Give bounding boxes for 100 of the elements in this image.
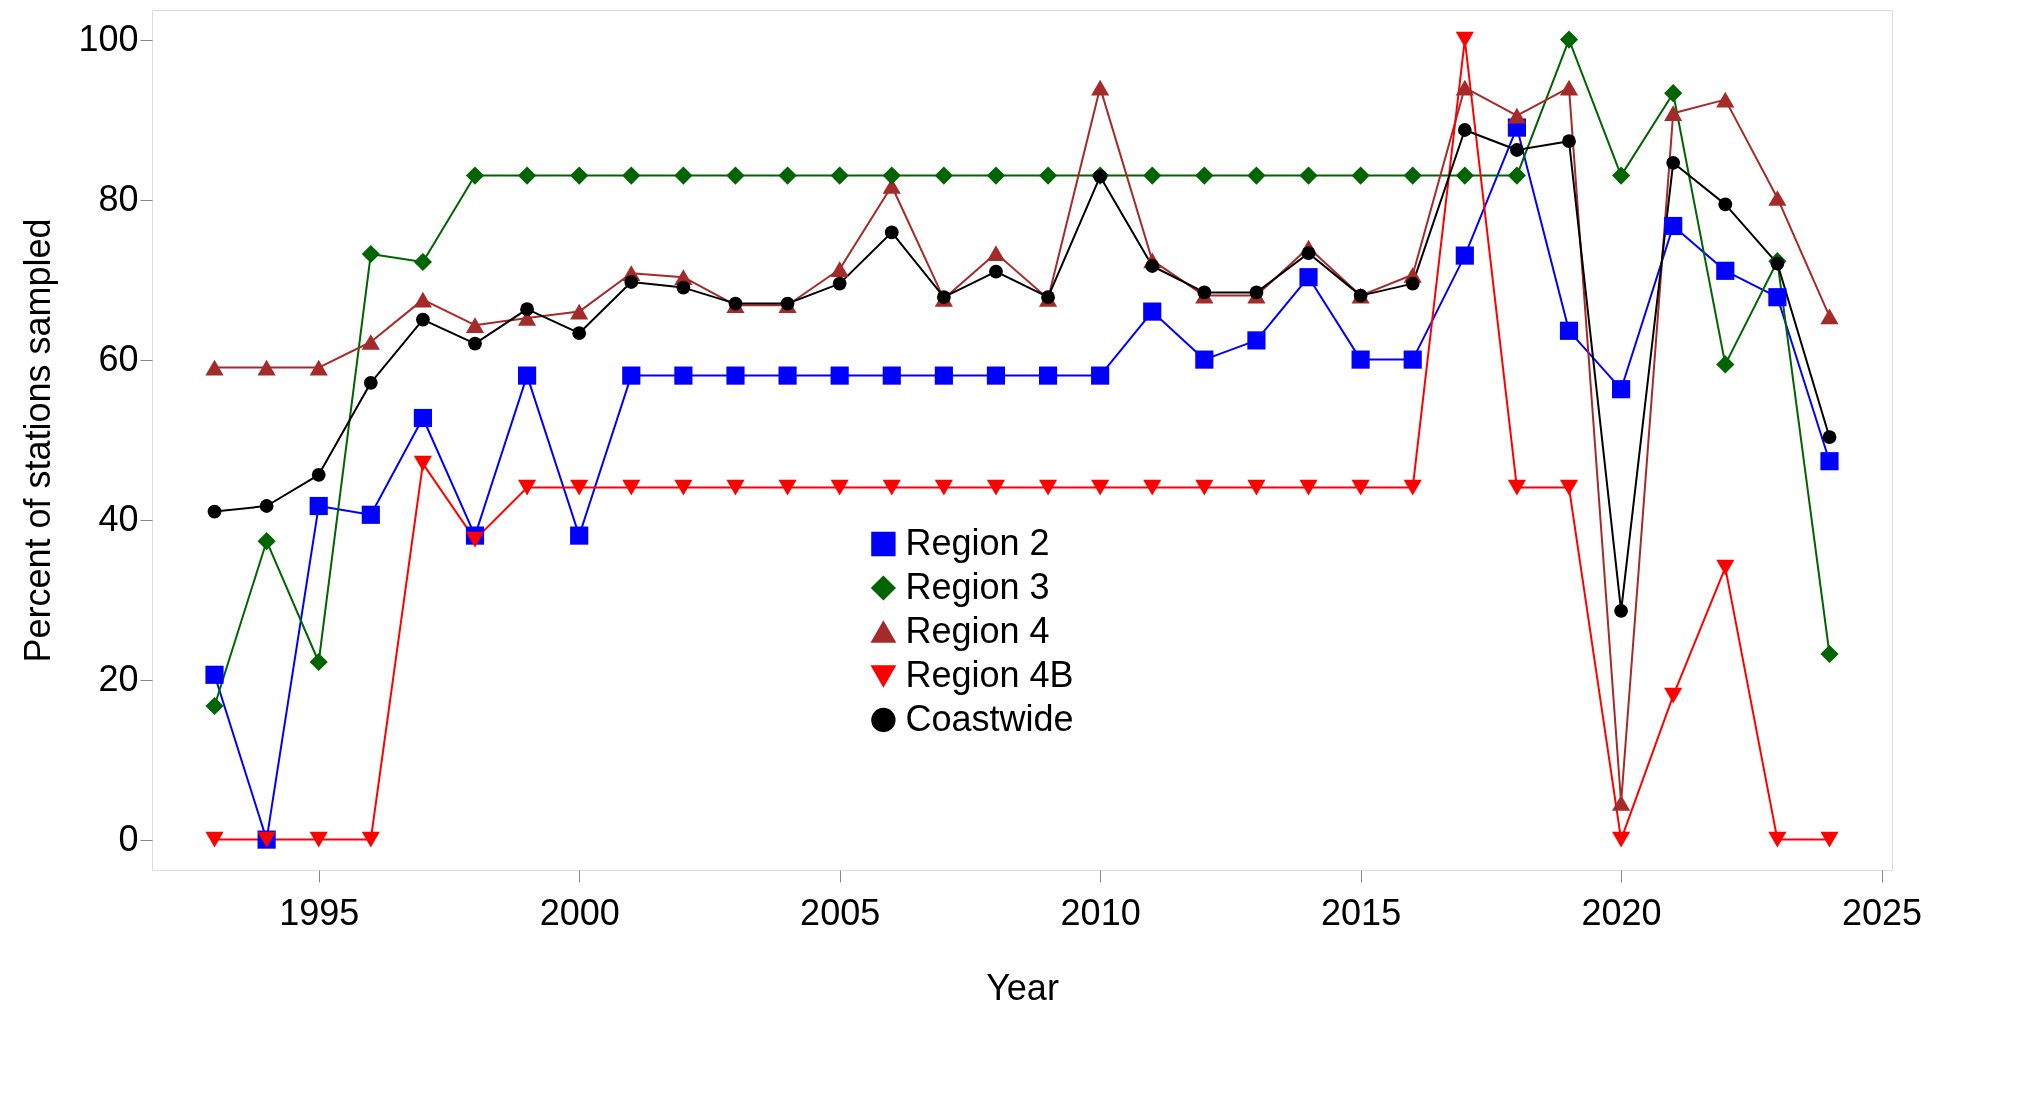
point	[1768, 831, 1787, 848]
point	[1247, 166, 1266, 185]
point	[986, 166, 1006, 185]
y-tick-label: 80	[98, 178, 139, 220]
point	[518, 479, 537, 496]
x-tick-label: 2005	[800, 891, 881, 933]
point	[1403, 479, 1422, 496]
point	[674, 166, 693, 185]
point	[518, 166, 537, 185]
point	[309, 359, 328, 376]
point	[832, 276, 847, 291]
y-tick-label: 20	[98, 658, 139, 700]
point	[1143, 479, 1162, 496]
point	[1091, 479, 1110, 496]
point	[934, 366, 953, 385]
point	[1091, 79, 1110, 96]
point	[830, 166, 849, 185]
point	[1403, 350, 1422, 369]
legend-label: Region 4B	[905, 654, 1074, 695]
point	[726, 166, 745, 185]
point	[465, 166, 485, 185]
y-tick-label: 40	[98, 498, 139, 540]
point	[1559, 30, 1579, 49]
point	[882, 166, 901, 185]
point	[1716, 355, 1735, 374]
point	[570, 479, 589, 496]
point	[465, 317, 485, 334]
point	[622, 366, 641, 385]
point	[1716, 91, 1735, 108]
point	[1301, 246, 1316, 261]
point	[1507, 107, 1526, 124]
legend-label: Region 4	[905, 610, 1050, 651]
point	[413, 252, 432, 272]
point	[413, 455, 432, 472]
legend-label: Coastwide	[905, 698, 1074, 739]
point	[1664, 216, 1683, 236]
x-tick-label: 2015	[1321, 891, 1402, 933]
point	[1195, 479, 1214, 496]
point	[830, 479, 849, 496]
point	[465, 531, 485, 548]
point	[986, 479, 1006, 496]
point	[309, 652, 328, 672]
point	[989, 264, 1003, 279]
point	[361, 334, 380, 350]
point	[622, 479, 641, 496]
point	[1820, 831, 1839, 848]
point	[1820, 452, 1839, 471]
point	[1664, 105, 1683, 122]
point	[676, 280, 691, 295]
point	[413, 291, 432, 308]
point	[726, 366, 745, 385]
point	[413, 408, 432, 428]
point	[1559, 79, 1579, 96]
point	[520, 302, 534, 317]
x-tick-label: 2025	[1842, 891, 1923, 933]
point	[1664, 687, 1683, 704]
point	[1091, 366, 1110, 385]
point	[570, 166, 589, 185]
y-tick-label: 100	[78, 18, 139, 60]
point	[1716, 559, 1735, 576]
point	[1507, 479, 1526, 496]
point	[257, 532, 276, 551]
point	[311, 467, 326, 482]
y-axis-title: Percent of stations sampled	[17, 218, 59, 663]
point	[1299, 479, 1318, 496]
point	[1455, 246, 1474, 265]
point	[1197, 285, 1212, 300]
point	[205, 665, 224, 684]
point	[778, 366, 797, 385]
point	[830, 366, 849, 385]
point	[882, 479, 901, 496]
point	[726, 479, 745, 496]
point	[1403, 166, 1422, 185]
point	[1614, 603, 1628, 618]
point	[778, 479, 797, 496]
point	[361, 831, 380, 848]
x-tick-label: 2010	[1060, 891, 1141, 933]
point	[986, 366, 1006, 385]
point	[1664, 84, 1683, 103]
point	[1143, 166, 1162, 185]
point	[570, 526, 589, 545]
point	[830, 261, 849, 278]
point	[518, 366, 537, 385]
x-axis-title: Year	[986, 966, 1059, 1008]
point	[572, 326, 587, 341]
point	[1405, 276, 1420, 291]
point	[1612, 166, 1631, 185]
point	[934, 166, 953, 185]
point	[882, 366, 901, 385]
point	[1820, 308, 1839, 325]
point	[622, 166, 641, 185]
point	[205, 359, 224, 376]
point	[1145, 259, 1160, 273]
point	[205, 696, 224, 716]
point	[259, 499, 274, 513]
x-tick-label: 1995	[279, 891, 360, 933]
point	[468, 336, 482, 351]
point	[361, 505, 380, 524]
point	[1768, 288, 1787, 307]
point	[207, 504, 222, 519]
